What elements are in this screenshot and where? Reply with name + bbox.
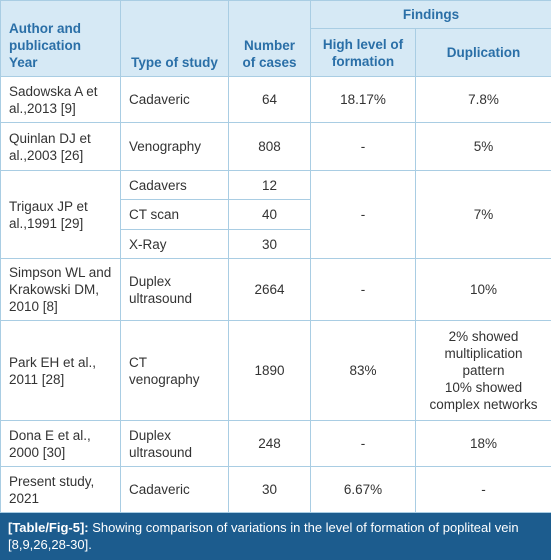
high-cell: - xyxy=(311,259,416,321)
author-cell: Simpson WL and Krakowski DM, 2010 [8] xyxy=(1,259,121,321)
header-row: Author and publication Year Type of stud… xyxy=(1,1,551,29)
header-cell: Type of study xyxy=(121,1,229,77)
cases-cell: 12 xyxy=(229,171,311,200)
cases-cell: 2664 xyxy=(229,259,311,321)
author-cell: Present study, 2021 xyxy=(1,467,121,513)
author-cell: Dona E et al., 2000 [30] xyxy=(1,421,121,467)
header-cell: Author and publication Year xyxy=(1,1,121,77)
header-cell: Findings xyxy=(311,1,551,29)
high-cell: - xyxy=(311,171,416,259)
type-cell: CT scan xyxy=(121,200,229,230)
type-cell: X-Ray xyxy=(121,230,229,259)
high-cell: - xyxy=(311,421,416,467)
author-cell: Trigaux JP et al.,1991 [29] xyxy=(1,171,121,259)
header-cell: Number of cases xyxy=(229,1,311,77)
caption-label: [Table/Fig-5]: xyxy=(8,520,89,535)
high-cell: 18.17% xyxy=(311,77,416,123)
cases-cell: 30 xyxy=(229,467,311,513)
cases-cell: 64 xyxy=(229,77,311,123)
duplication-cell: 18% xyxy=(416,421,551,467)
high-cell: 83% xyxy=(311,321,416,421)
high-cell: - xyxy=(311,123,416,171)
type-cell: Duplex ultrasound xyxy=(121,259,229,321)
author-cell: Quinlan DJ et al.,2003 [26] xyxy=(1,123,121,171)
table-header: Author and publication Year Type of stud… xyxy=(1,1,551,77)
duplication-cell: 10% xyxy=(416,259,551,321)
type-cell: Cadavers xyxy=(121,171,229,200)
type-cell: Venography xyxy=(121,123,229,171)
cases-cell: 248 xyxy=(229,421,311,467)
type-cell: CT venography xyxy=(121,321,229,421)
duplication-cell: - xyxy=(416,467,551,513)
header-cell: High level of formation xyxy=(311,29,416,77)
high-cell: 6.67% xyxy=(311,467,416,513)
type-cell: Cadaveric xyxy=(121,467,229,513)
duplication-line: 10% showed complex networks xyxy=(424,379,543,413)
type-cell: Duplex ultrasound xyxy=(121,421,229,467)
caption: [Table/Fig-5]: Showing comparison of var… xyxy=(0,513,551,560)
cases-cell: 30 xyxy=(229,230,311,259)
header-cell: Duplication xyxy=(416,29,551,77)
duplication-cell: 5% xyxy=(416,123,551,171)
table-row: Dona E et al., 2000 [30]Duplex ultrasoun… xyxy=(1,421,551,467)
table-row: Simpson WL and Krakowski DM, 2010 [8]Dup… xyxy=(1,259,551,321)
comparison-table: Author and publication Year Type of stud… xyxy=(0,0,551,513)
duplication-cell: 7% xyxy=(416,171,551,259)
type-cell: Cadaveric xyxy=(121,77,229,123)
cases-cell: 808 xyxy=(229,123,311,171)
duplication-cell: 7.8% xyxy=(416,77,551,123)
cases-cell: 40 xyxy=(229,200,311,230)
duplication-line: 2% showed multiplication pattern xyxy=(424,328,543,379)
author-cell: Park EH et al., 2011 [28] xyxy=(1,321,121,421)
author-cell: Sadowska A et al.,2013 [9] xyxy=(1,77,121,123)
cases-cell: 1890 xyxy=(229,321,311,421)
